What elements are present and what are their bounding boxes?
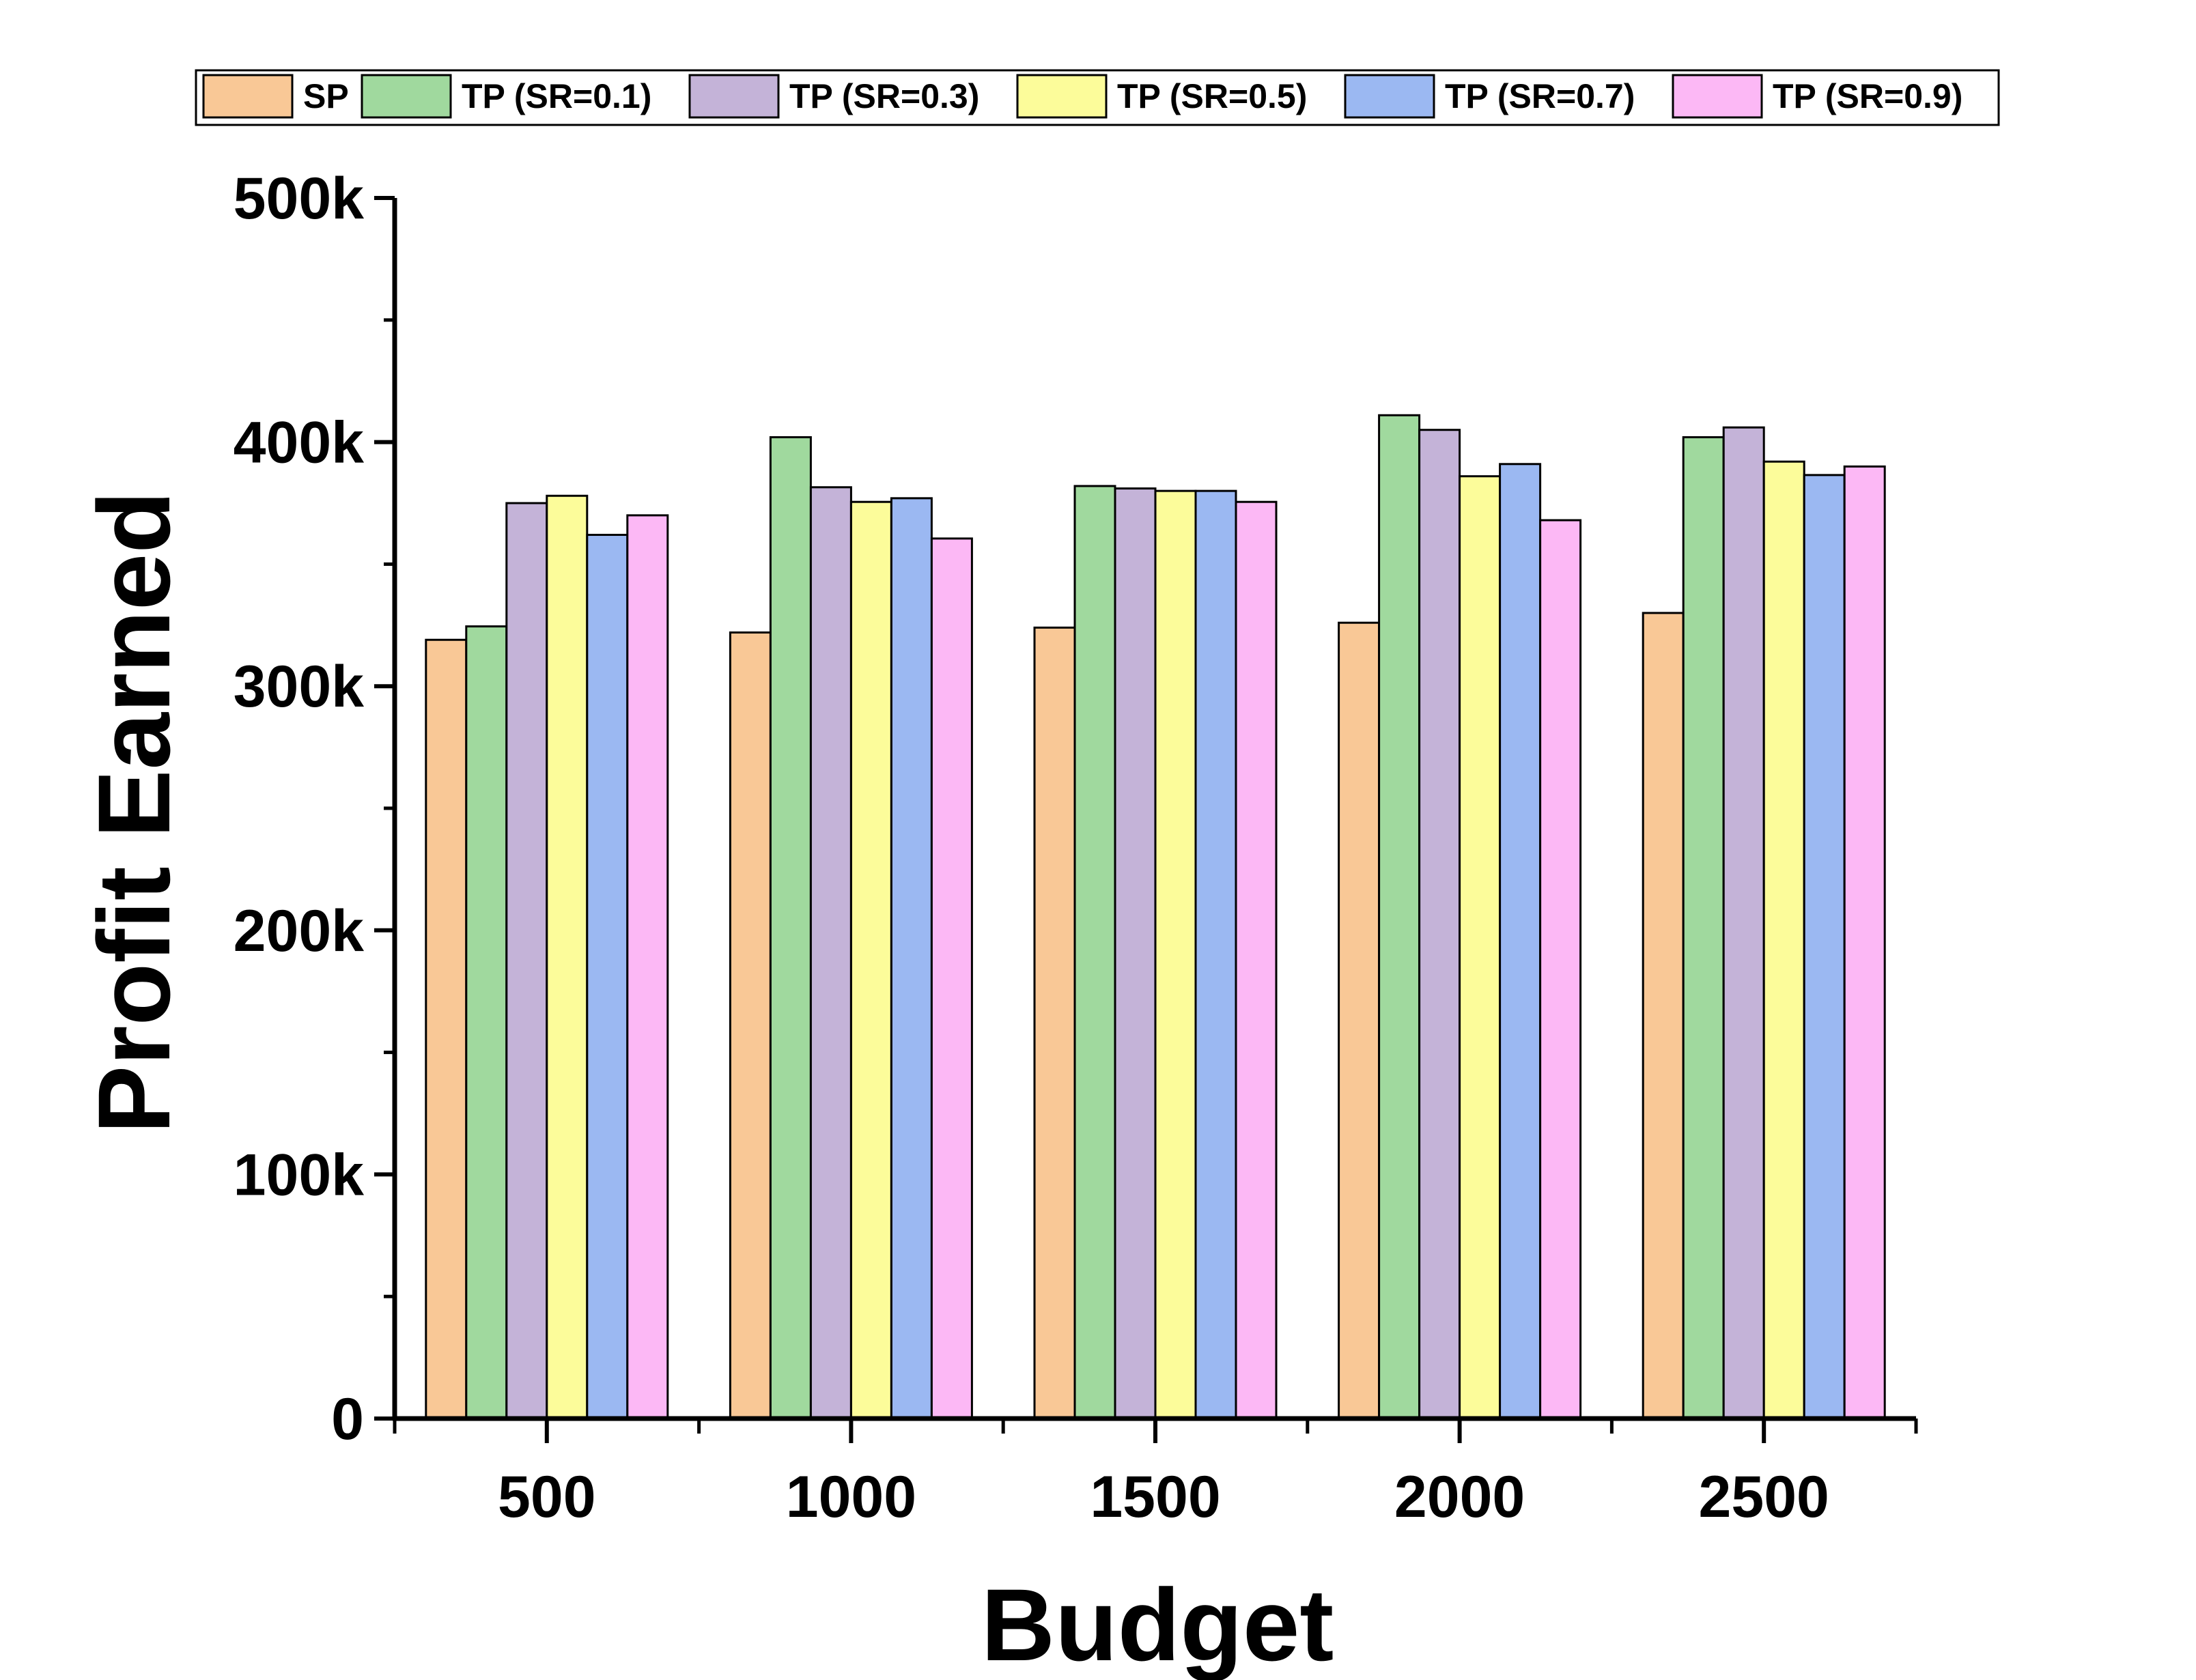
bar	[1418, 429, 1461, 1420]
legend-label: TP (SR=0.3)	[789, 77, 979, 115]
legend-label: SP	[303, 77, 349, 115]
bar	[1194, 489, 1237, 1420]
legend-label: TP (SR=0.9)	[1773, 77, 1962, 115]
bar	[546, 494, 589, 1420]
bar	[1338, 621, 1381, 1420]
bar	[1459, 475, 1502, 1420]
x-tick-label: 1000	[786, 1464, 916, 1530]
bar	[1803, 474, 1846, 1420]
y-axis-title: Profit Earned	[76, 491, 191, 1134]
bar	[890, 497, 933, 1420]
legend-swatch	[1672, 74, 1763, 119]
bar	[1539, 519, 1582, 1420]
bar	[1033, 626, 1076, 1420]
legend: SP TP (SR=0.1) TP (SR=0.3) TP (SR=0.5) TP (S…	[195, 69, 2000, 126]
legend-label: TP (SR=0.1)	[462, 77, 651, 115]
bar	[769, 436, 812, 1420]
bar	[586, 533, 629, 1420]
bar	[1378, 414, 1421, 1420]
bar	[1843, 465, 1886, 1420]
bar	[1642, 612, 1685, 1420]
x-tick-label: 2500	[1699, 1464, 1829, 1530]
y-tick-label: 400k	[234, 410, 364, 476]
y-tick-label: 300k	[234, 654, 364, 720]
legend-swatch	[1344, 74, 1435, 119]
bar	[930, 537, 973, 1420]
bar	[1073, 485, 1116, 1420]
bar	[1235, 500, 1278, 1420]
bars	[425, 414, 1886, 1420]
x-tick-label: 2000	[1394, 1464, 1525, 1530]
y-tick-label: 0	[331, 1386, 364, 1452]
legend-swatch	[688, 74, 780, 119]
bar	[809, 486, 852, 1420]
x-tick-label: 1500	[1090, 1464, 1220, 1530]
legend-label: TP (SR=0.7)	[1445, 77, 1635, 115]
bar	[729, 631, 772, 1420]
bar	[505, 502, 548, 1420]
legend-swatch	[1016, 74, 1108, 119]
y-tick-label: 200k	[234, 898, 364, 964]
y-tick-label: 500k	[234, 166, 364, 231]
bar	[465, 625, 508, 1420]
bar	[1154, 489, 1197, 1420]
bar	[1499, 463, 1542, 1420]
bar	[1682, 436, 1725, 1420]
bar	[849, 500, 892, 1420]
bar	[1114, 487, 1157, 1420]
legend-label: TP (SR=0.5)	[1117, 77, 1307, 115]
bar	[1722, 426, 1765, 1420]
bar	[425, 638, 468, 1420]
y-tick-label: 100k	[234, 1142, 364, 1208]
x-axis-title: Budget	[981, 1567, 1334, 1680]
bar	[1762, 460, 1805, 1420]
bar	[626, 514, 669, 1420]
legend-swatch	[361, 74, 452, 119]
legend-swatch	[202, 74, 294, 119]
x-tick-label: 500	[498, 1464, 596, 1530]
axes: 0 100k 200k 300k 400k 500k 500 1000 1500 2000 2500	[234, 166, 1918, 1530]
